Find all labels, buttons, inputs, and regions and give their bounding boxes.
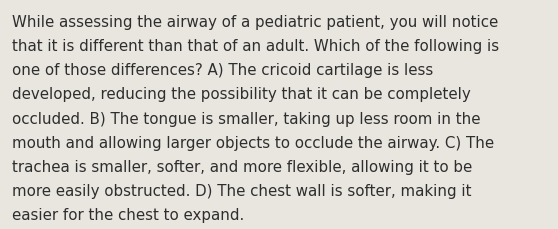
Text: that it is different than that of an adult. Which of the following is: that it is different than that of an adu… — [12, 39, 499, 54]
Text: occluded. B) The tongue is smaller, taking up less room in the: occluded. B) The tongue is smaller, taki… — [12, 111, 481, 126]
Text: more easily obstructed. D) The chest wall is softer, making it: more easily obstructed. D) The chest wal… — [12, 183, 472, 198]
Text: one of those differences? A) The cricoid cartilage is less: one of those differences? A) The cricoid… — [12, 63, 434, 78]
Text: easier for the chest to expand.: easier for the chest to expand. — [12, 207, 244, 222]
Text: While assessing the airway of a pediatric patient, you will notice: While assessing the airway of a pediatri… — [12, 15, 498, 30]
Text: trachea is smaller, softer, and more flexible, allowing it to be: trachea is smaller, softer, and more fle… — [12, 159, 473, 174]
Text: developed, reducing the possibility that it can be completely: developed, reducing the possibility that… — [12, 87, 471, 102]
Text: mouth and allowing larger objects to occlude the airway. C) The: mouth and allowing larger objects to occ… — [12, 135, 494, 150]
